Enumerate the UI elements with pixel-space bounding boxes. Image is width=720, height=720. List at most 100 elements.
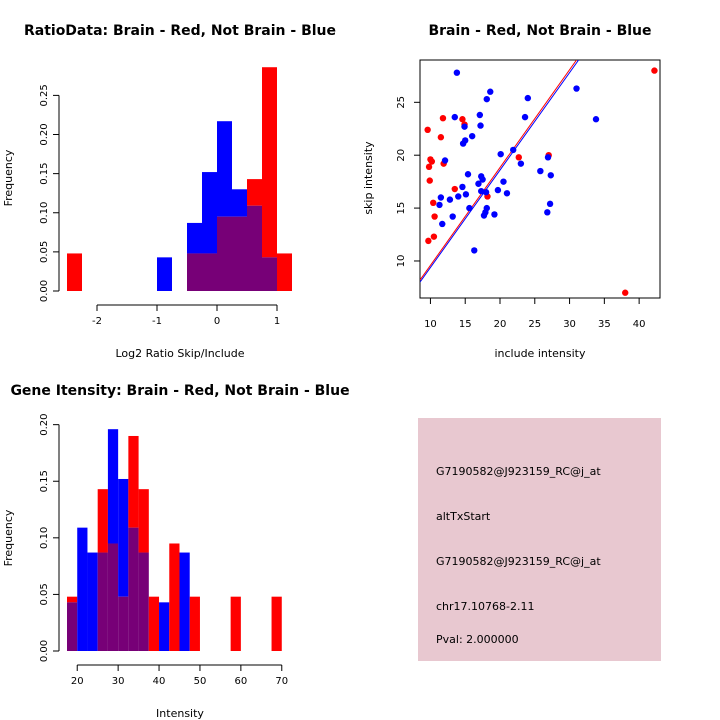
y-tick-label-1: 0.05 xyxy=(39,583,50,605)
not-brain-point-37 xyxy=(521,113,529,121)
not-brain-point-27 xyxy=(483,204,490,212)
not-brain-point-40 xyxy=(544,209,551,216)
overlap-bar-6 xyxy=(128,527,139,651)
overlap-bar-3 xyxy=(97,552,108,651)
not-brain-point-5 xyxy=(449,213,456,220)
not-brain-point-31 xyxy=(494,186,502,194)
scatter-x-tick-label-3: 25 xyxy=(528,319,541,330)
ratio-histogram: RatioData: Brain - Red, Not Brain - Blue… xyxy=(2,23,336,360)
not-brain-point-4 xyxy=(446,196,454,203)
fit-line-0 xyxy=(420,60,577,281)
not-brain-point-22 xyxy=(478,187,485,195)
scatter-x-tick-label-6: 40 xyxy=(633,319,646,330)
scatter-plot: Brain - Red, Not Brain - Blue include in… xyxy=(362,23,661,360)
scatter-x-tick-label-4: 30 xyxy=(563,319,576,330)
not-brain-point-14 xyxy=(464,171,472,178)
intensity-xlabel: Intensity xyxy=(156,707,204,720)
not-brain-point-15 xyxy=(466,204,473,212)
brain-bar-8 xyxy=(148,596,160,651)
not-brain-point-2 xyxy=(439,220,446,228)
x-tick-label-3: 1 xyxy=(274,316,280,327)
overlap-bar-7 xyxy=(262,257,277,291)
scatter-plot-frame xyxy=(419,59,661,299)
overlap-bar-5 xyxy=(232,216,247,291)
not-brain-point-0 xyxy=(436,201,443,209)
not-brain-point-9 xyxy=(459,183,466,191)
y-tick-label-4: 0.20 xyxy=(39,414,50,436)
overlap-bar-7 xyxy=(138,552,149,651)
x-tick-label-1: 30 xyxy=(112,676,125,687)
overlap-bar-5 xyxy=(118,596,129,651)
not-brain-bar-4 xyxy=(217,121,232,217)
y-tick-label-4: 0.20 xyxy=(39,123,50,145)
not-brain-bar-5 xyxy=(118,478,129,597)
not-brain-point-44 xyxy=(573,85,580,92)
not-brain-point-29 xyxy=(487,88,494,95)
brain-point-4 xyxy=(426,177,433,184)
not-brain-point-13 xyxy=(462,191,470,198)
ratio-ylabel: Frequency xyxy=(2,149,15,206)
not-brain-point-17 xyxy=(471,247,478,254)
brain-point-0 xyxy=(424,126,431,134)
not-brain-point-26 xyxy=(482,189,490,196)
intensity-title: Gene Itensity: Brain - Red, Not Brain - … xyxy=(10,383,349,399)
not-brain-bar-11 xyxy=(179,552,190,651)
not-brain-point-38 xyxy=(524,94,532,102)
not-brain-point-6 xyxy=(451,113,458,121)
y-tick-label-0: 0.00 xyxy=(39,280,50,302)
info-panel-background xyxy=(418,418,661,661)
scatter-ylabel: skip intensity xyxy=(362,141,375,215)
info-probe-id: G7190582@J923159_RC@j_at xyxy=(436,465,601,478)
not-brain-point-35 xyxy=(510,146,517,154)
brain-bar-10 xyxy=(169,543,180,651)
not-brain-point-45 xyxy=(592,116,600,123)
x-tick-label-3: 50 xyxy=(194,676,207,687)
scatter-xlabel: include intensity xyxy=(494,347,586,360)
brain-point-12 xyxy=(451,185,458,193)
scatter-y-tick-label-0: 10 xyxy=(396,255,407,268)
brain-point-10 xyxy=(439,114,447,122)
scatter-x-tick-label-0: 10 xyxy=(424,319,437,330)
scatter-y-tick-label-1: 15 xyxy=(396,202,407,215)
brain-point-8 xyxy=(430,233,438,240)
not-brain-point-43 xyxy=(547,172,554,179)
y-tick-label-0: 0.00 xyxy=(39,640,50,662)
not-brain-point-28 xyxy=(483,95,490,103)
not-brain-bar-2 xyxy=(187,222,202,254)
x-tick-label-4: 60 xyxy=(234,676,247,687)
not-brain-bar-5 xyxy=(232,189,247,217)
brain-bar-0 xyxy=(67,596,78,603)
not-brain-point-42 xyxy=(546,200,554,208)
brain-bar-6 xyxy=(247,179,262,206)
info-probe-id-2: G7190582@J923159_RC@j_at xyxy=(436,555,601,568)
x-tick-label-2: 0 xyxy=(214,316,220,327)
x-tick-label-0: 20 xyxy=(71,676,84,687)
overlap-bar-0 xyxy=(67,602,78,651)
y-tick-label-2: 0.10 xyxy=(39,527,50,549)
intensity-histogram: Gene Itensity: Brain - Red, Not Brain - … xyxy=(2,383,350,720)
scatter-y-tick-label-2: 20 xyxy=(396,149,407,162)
ratio-title: RatioData: Brain - Red, Not Brain - Blue xyxy=(24,23,336,39)
overlap-bar-2 xyxy=(187,253,202,291)
brain-point-5 xyxy=(430,199,437,206)
not-brain-point-20 xyxy=(477,122,484,129)
scatter-y-tick-label-3: 25 xyxy=(396,96,407,109)
not-brain-point-7 xyxy=(453,69,461,76)
scatter-title: Brain - Red, Not Brain - Blue xyxy=(428,23,651,39)
brain-bar-7 xyxy=(262,67,277,258)
info-event-type: altTxStart xyxy=(436,510,491,523)
y-tick-label-3: 0.15 xyxy=(39,470,50,492)
not-brain-point-3 xyxy=(441,157,449,164)
not-brain-point-18 xyxy=(475,180,482,187)
not-brain-bar-2 xyxy=(87,552,98,651)
ratio-xlabel: Log2 Ratio Skip/Include xyxy=(115,347,244,360)
not-brain-point-12 xyxy=(462,137,469,144)
brain-point-3 xyxy=(428,158,436,165)
not-brain-point-16 xyxy=(468,132,476,140)
brain-bar-12 xyxy=(189,596,200,651)
not-brain-bar-1 xyxy=(157,257,172,291)
x-tick-label-2: 40 xyxy=(153,676,166,687)
brain-point-16 xyxy=(515,154,522,161)
not-brain-point-39 xyxy=(537,167,544,175)
